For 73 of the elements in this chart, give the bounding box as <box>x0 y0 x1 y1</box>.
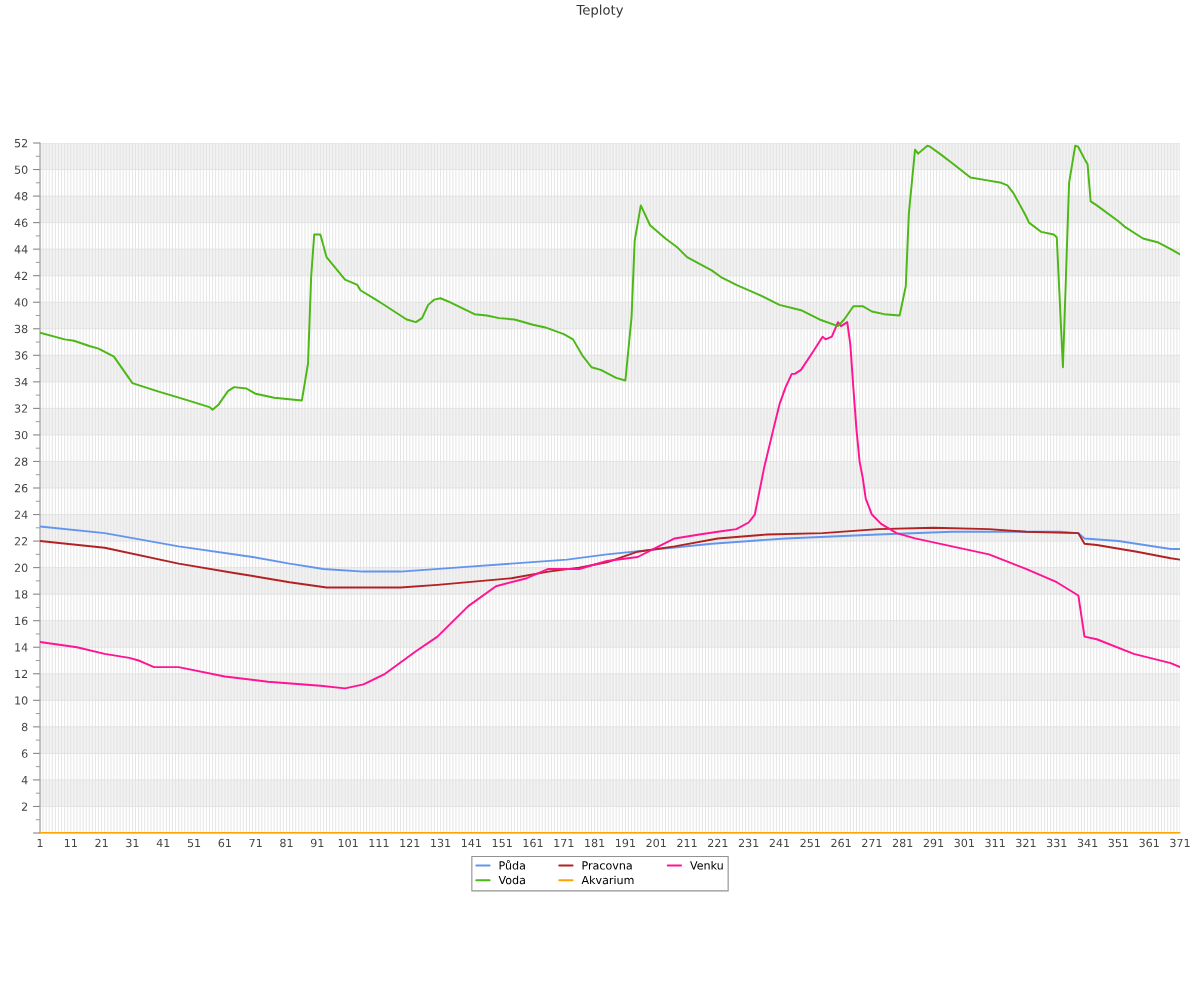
y-tick-label: 48 <box>14 192 28 201</box>
x-tick-label: 191 <box>616 838 635 848</box>
x-tick-label: 231 <box>738 838 759 848</box>
x-tick-label: 91 <box>310 838 324 848</box>
x-tick-label: 361 <box>1139 838 1159 848</box>
y-tick-label: 42 <box>14 271 28 280</box>
x-tick-label: 321 <box>1016 838 1036 848</box>
x-tick-label: 151 <box>492 838 512 848</box>
x-tick-label: 221 <box>708 838 728 847</box>
x-tick-label: 71 <box>249 838 262 847</box>
legend-label: Voda <box>498 875 525 885</box>
line-series <box>40 321 1180 690</box>
legend-label: Pracovna <box>582 861 632 870</box>
y-tick-label: 36 <box>14 351 28 360</box>
y-tick-label: 32 <box>14 404 28 413</box>
y-tick-label: 46 <box>14 218 28 227</box>
y-tick-label: 30 <box>14 430 28 440</box>
x-tick-label: 141 <box>461 838 481 847</box>
legend-label: Půda <box>499 860 525 870</box>
x-tick-label: 161 <box>523 838 543 848</box>
x-tick-label: 271 <box>862 838 882 847</box>
x-tick-label: 121 <box>400 838 420 847</box>
x-tick-label: 371 <box>1170 838 1190 848</box>
y-tick-label: 10 <box>15 696 28 705</box>
y-tick-label: 28 <box>14 457 28 466</box>
x-tick-label: 1 <box>37 838 43 847</box>
y-tick-label: 44 <box>14 245 28 254</box>
x-tick-label: 341 <box>1077 838 1098 848</box>
x-tick-label: 21 <box>95 838 108 847</box>
x-tick-label: 131 <box>431 838 451 848</box>
x-tick-label: 241 <box>769 838 790 847</box>
x-tick-label: 41 <box>156 838 170 847</box>
x-tick-label: 61 <box>218 838 231 848</box>
y-tick-label: 22 <box>14 537 28 546</box>
x-tick-label: 291 <box>923 838 944 848</box>
y-tick-label: 26 <box>14 483 28 493</box>
y-tick-label: 50 <box>14 165 28 174</box>
x-tick-label: 211 <box>677 838 697 847</box>
x-tick-label: 311 <box>985 838 1005 848</box>
x-tick-label: 181 <box>585 838 605 848</box>
x-tick-label: 31 <box>126 838 139 848</box>
y-tick-label: 40 <box>14 298 28 307</box>
y-tick-label: 38 <box>14 324 28 334</box>
x-tick-label: 331 <box>1047 838 1067 848</box>
line-series <box>40 525 1180 573</box>
x-tick-label: 81 <box>280 838 293 848</box>
x-tick-label: 201 <box>646 838 666 848</box>
y-tick-label: 24 <box>14 510 28 519</box>
x-tick-label: 251 <box>800 838 820 848</box>
y-tick-label: 14 <box>15 643 28 652</box>
x-tick-label: 261 <box>831 838 851 848</box>
y-tick-label: 2 <box>21 802 28 811</box>
x-tick-label: 171 <box>554 838 574 847</box>
line-series <box>40 526 1180 589</box>
y-tick-label: 6 <box>21 749 28 758</box>
x-tick-label: 281 <box>892 838 913 848</box>
y-tick-label: 18 <box>15 590 28 599</box>
chart-title: Teploty <box>576 4 624 18</box>
legend-label: Venku <box>690 861 723 870</box>
y-tick-label: 52 <box>14 138 28 148</box>
x-tick-label: 11 <box>64 838 77 847</box>
legend-label: Akvarium <box>581 875 634 885</box>
y-tick-label: 8 <box>21 722 28 732</box>
y-tick-label: 34 <box>14 377 28 387</box>
y-tick-label: 16 <box>15 616 28 626</box>
x-tick-label: 351 <box>1108 838 1128 848</box>
y-tick-label: 4 <box>21 776 28 785</box>
x-tick-label: 301 <box>954 838 974 848</box>
x-tick-label: 101 <box>338 838 358 848</box>
x-tick-label: 51 <box>187 838 201 848</box>
y-tick-label: 20 <box>14 563 28 572</box>
x-tick-label: 111 <box>369 838 389 847</box>
y-tick-label: 12 <box>15 669 28 678</box>
